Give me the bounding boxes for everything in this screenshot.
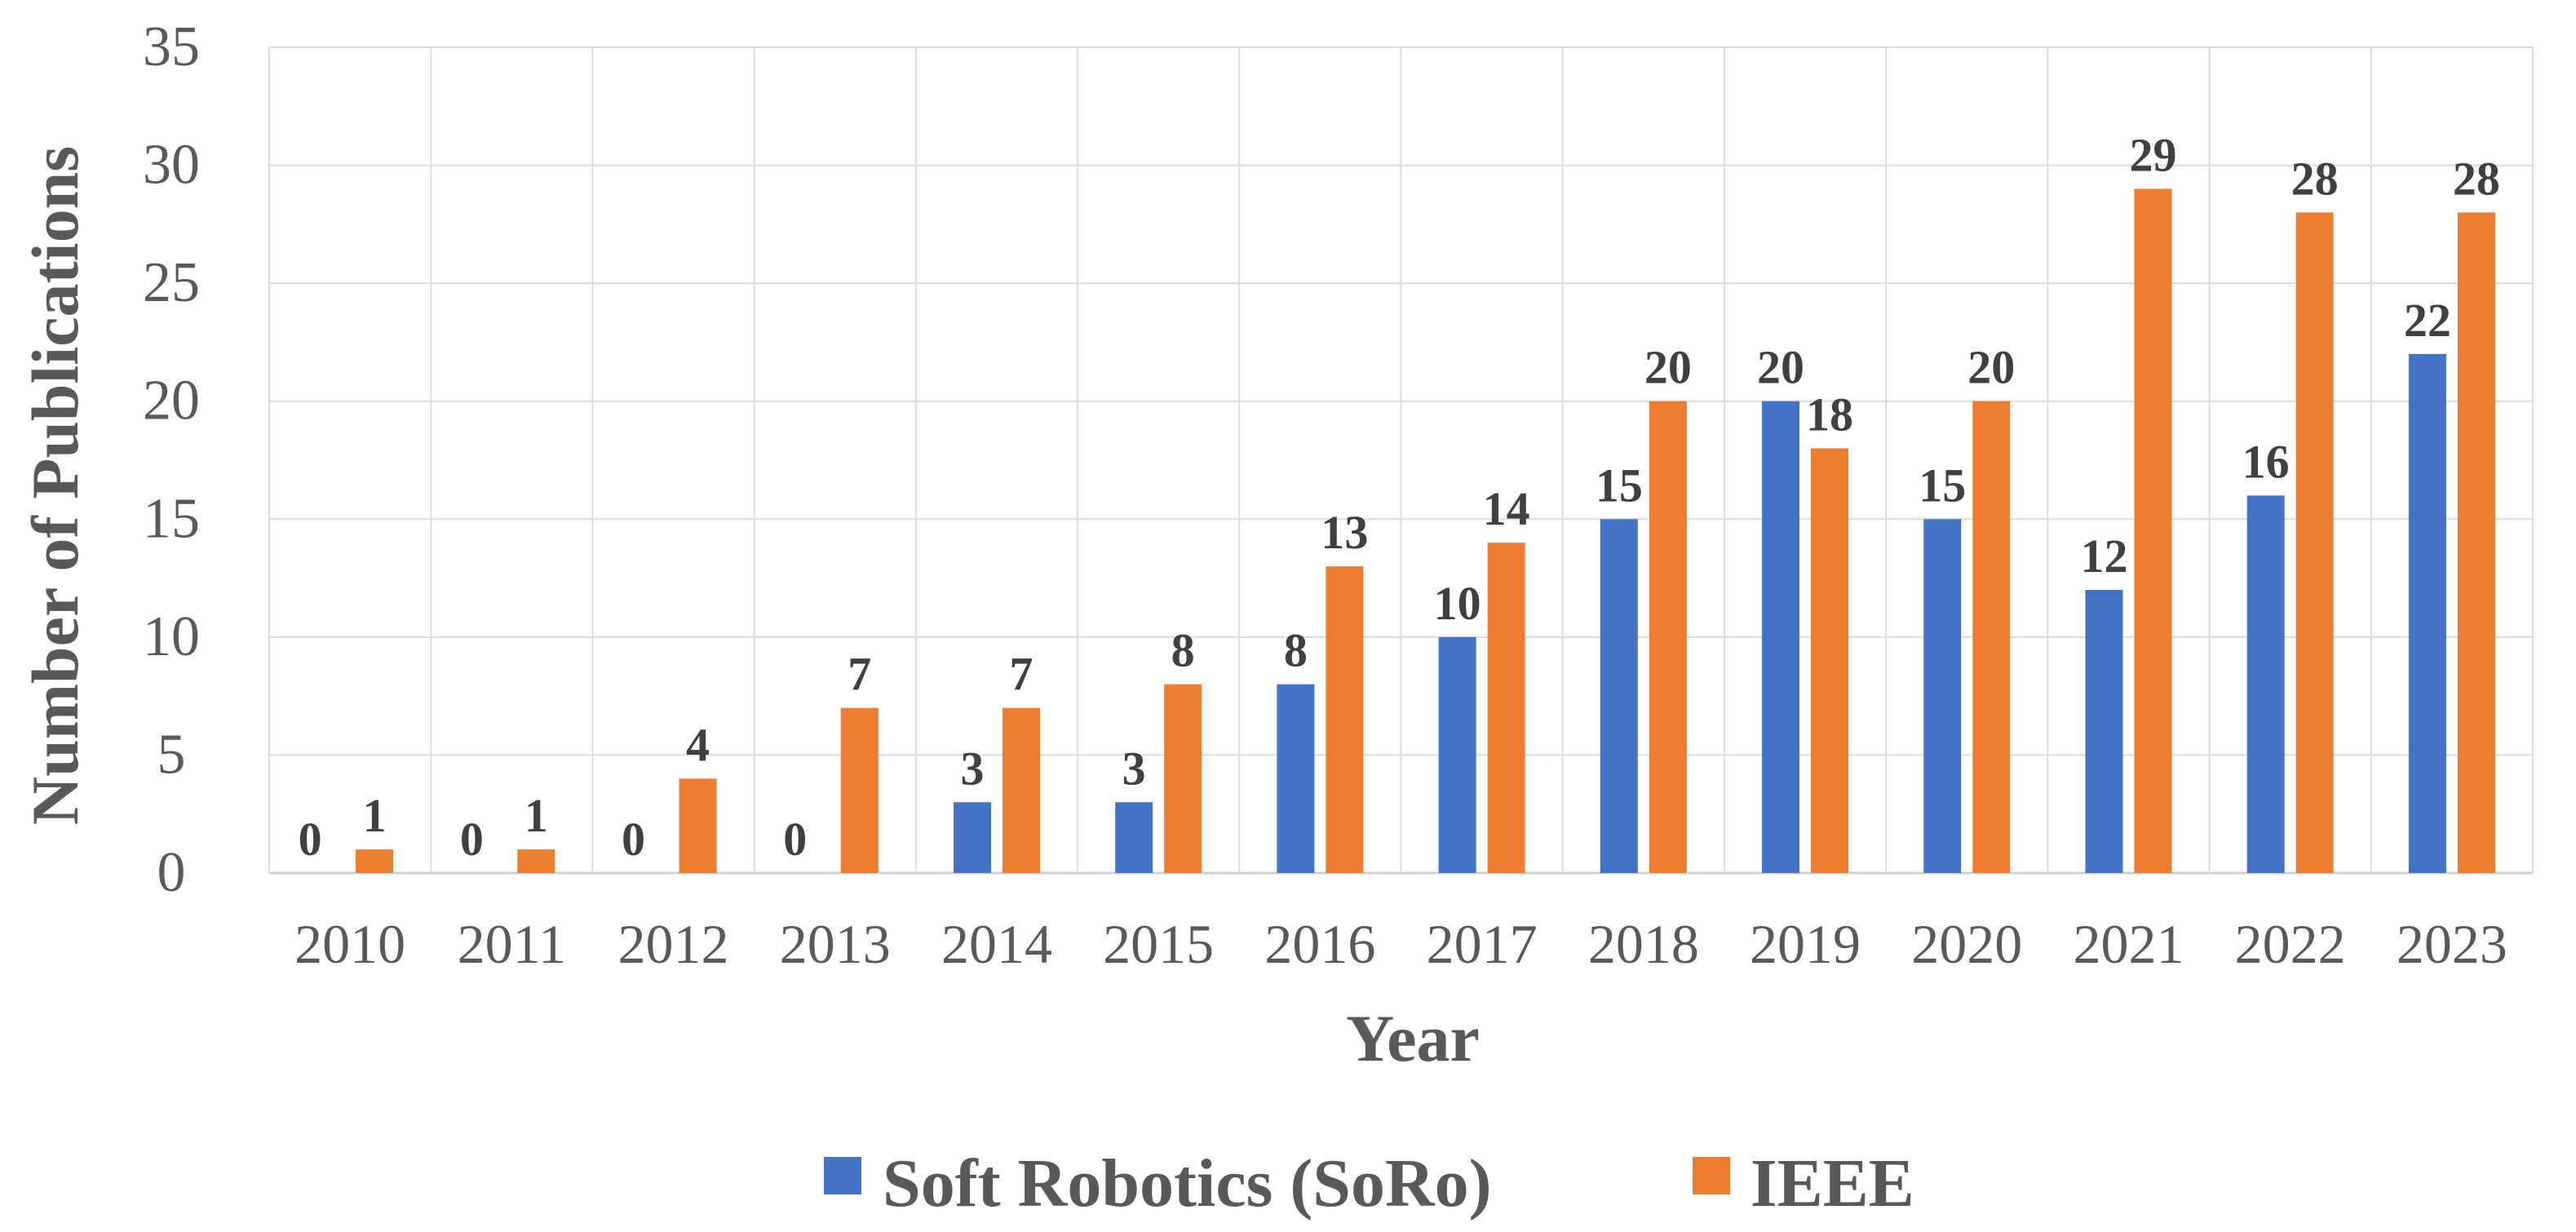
y-tick-label-5: 5 [157, 723, 186, 786]
bar-ieee-2019 [1811, 448, 1849, 873]
bar-soft-robotics-2018 [1600, 519, 1638, 873]
bar-soft-robotics-2015 [1115, 802, 1153, 873]
data-label-soft-robotics-2011: 0 [460, 813, 484, 866]
bar-soft-robotics-2021 [2085, 590, 2123, 873]
bar-ieee-2021 [2134, 188, 2172, 873]
data-label-soft-robotics-2017: 10 [1434, 577, 1481, 630]
x-tick-label-2012: 2012 [618, 913, 729, 975]
y-tick-label-20: 20 [143, 370, 200, 432]
data-label-soft-robotics-2010: 0 [299, 813, 322, 866]
data-label-soft-robotics-2012: 0 [622, 813, 645, 866]
data-label-ieee-2021: 29 [2129, 128, 2176, 181]
y-tick-label-0: 0 [157, 841, 186, 904]
data-label-ieee-2018: 20 [1644, 341, 1692, 394]
legend: Soft Robotics (SoRo) IEEE [824, 1146, 1914, 1221]
bar-soft-robotics-2016 [1277, 684, 1315, 873]
y-tick-label-35: 35 [143, 16, 200, 78]
bar-ieee-2013 [840, 707, 879, 873]
x-tick-label-2021: 2021 [2073, 913, 2184, 975]
x-tick-label-2019: 2019 [1750, 913, 1861, 975]
bar-ieee-2017 [1487, 543, 1525, 873]
y-tick-label-30: 30 [143, 134, 200, 197]
data-label-soft-robotics-2023: 22 [2404, 294, 2451, 347]
y-tick-label-15: 15 [143, 487, 200, 550]
data-label-soft-robotics-2018: 15 [1596, 459, 1643, 512]
x-tick-label-2017: 2017 [1427, 913, 1538, 975]
bar-soft-robotics-2014 [953, 802, 991, 873]
legend-label-ieee: IEEE [1751, 1146, 1914, 1221]
data-label-soft-robotics-2016: 8 [1284, 624, 1308, 677]
data-label-ieee-2014: 7 [1009, 648, 1033, 701]
data-label-ieee-2012: 4 [686, 718, 710, 771]
bar-ieee-2022 [2295, 212, 2334, 873]
y-tick-label-25: 25 [143, 251, 200, 314]
legend-swatch-ieee [1693, 1157, 1730, 1194]
bar-ieee-2012 [679, 778, 717, 873]
x-tick-label-2023: 2023 [2397, 913, 2507, 975]
data-label-ieee-2013: 7 [848, 648, 871, 701]
data-label-ieee-2019: 18 [1806, 388, 1853, 441]
bar-ieee-2016 [1326, 566, 1364, 873]
y-axis-label: Number of Publications [18, 146, 92, 825]
x-tick-label-2011: 2011 [458, 913, 566, 975]
data-label-soft-robotics-2013: 0 [783, 813, 807, 866]
data-label-ieee-2015: 8 [1171, 624, 1195, 677]
bar-ieee-2010 [356, 849, 394, 873]
bar-ieee-2014 [1002, 707, 1040, 873]
data-label-soft-robotics-2021: 12 [2080, 530, 2127, 583]
bar-soft-robotics-2022 [2246, 495, 2285, 873]
data-label-soft-robotics-2014: 3 [960, 742, 984, 795]
data-label-soft-robotics-2020: 15 [1919, 459, 1966, 512]
data-label-ieee-2020: 20 [1967, 341, 2015, 394]
x-tick-label-2018: 2018 [1588, 913, 1699, 975]
bar-soft-robotics-2017 [1438, 636, 1476, 873]
x-tick-label-2010: 2010 [294, 913, 405, 975]
y-tick-label-10: 10 [143, 605, 200, 668]
bar-soft-robotics-2019 [1762, 401, 1800, 873]
bar-ieee-2015 [1164, 684, 1202, 873]
bar-soft-robotics-2020 [1923, 519, 1962, 873]
bars [356, 188, 2495, 873]
data-label-soft-robotics-2019: 20 [1757, 341, 1804, 394]
data-label-ieee-2023: 28 [2453, 152, 2500, 205]
legend-swatch-soft-robotics [824, 1157, 861, 1194]
data-label-soft-robotics-2022: 16 [2242, 435, 2290, 488]
data-label-ieee-2017: 14 [1483, 482, 1530, 535]
x-tick-label-2013: 2013 [780, 913, 891, 975]
x-tick-label-2020: 2020 [1911, 913, 2022, 975]
x-tick-label-2016: 2016 [1264, 913, 1375, 975]
x-tick-label-2015: 2015 [1103, 913, 1214, 975]
y-axis-ticks: 0 5 10 15 20 25 30 35 [143, 16, 200, 904]
bar-soft-robotics-2023 [2408, 353, 2446, 873]
data-label-ieee-2022: 28 [2291, 152, 2339, 205]
bar-ieee-2023 [2457, 212, 2495, 873]
x-axis-ticks: 2010 2011 2012 2013 2014 2015 2016 2017 2018 2019… [294, 913, 2507, 975]
data-label-ieee-2010: 1 [363, 789, 387, 842]
x-axis-label: Year [1346, 1001, 1480, 1075]
bar-ieee-2020 [1972, 401, 2011, 873]
data-label-ieee-2016: 13 [1321, 506, 1368, 559]
x-tick-label-2014: 2014 [941, 913, 1052, 975]
legend-label-soft-robotics: Soft Robotics (SoRo) [883, 1146, 1492, 1221]
grid-lines [268, 47, 2534, 875]
data-label-ieee-2011: 1 [524, 789, 548, 842]
bar-ieee-2011 [517, 849, 555, 873]
bar-ieee-2018 [1649, 401, 1687, 873]
x-tick-label-2022: 2022 [2235, 913, 2346, 975]
data-label-soft-robotics-2015: 3 [1122, 742, 1146, 795]
